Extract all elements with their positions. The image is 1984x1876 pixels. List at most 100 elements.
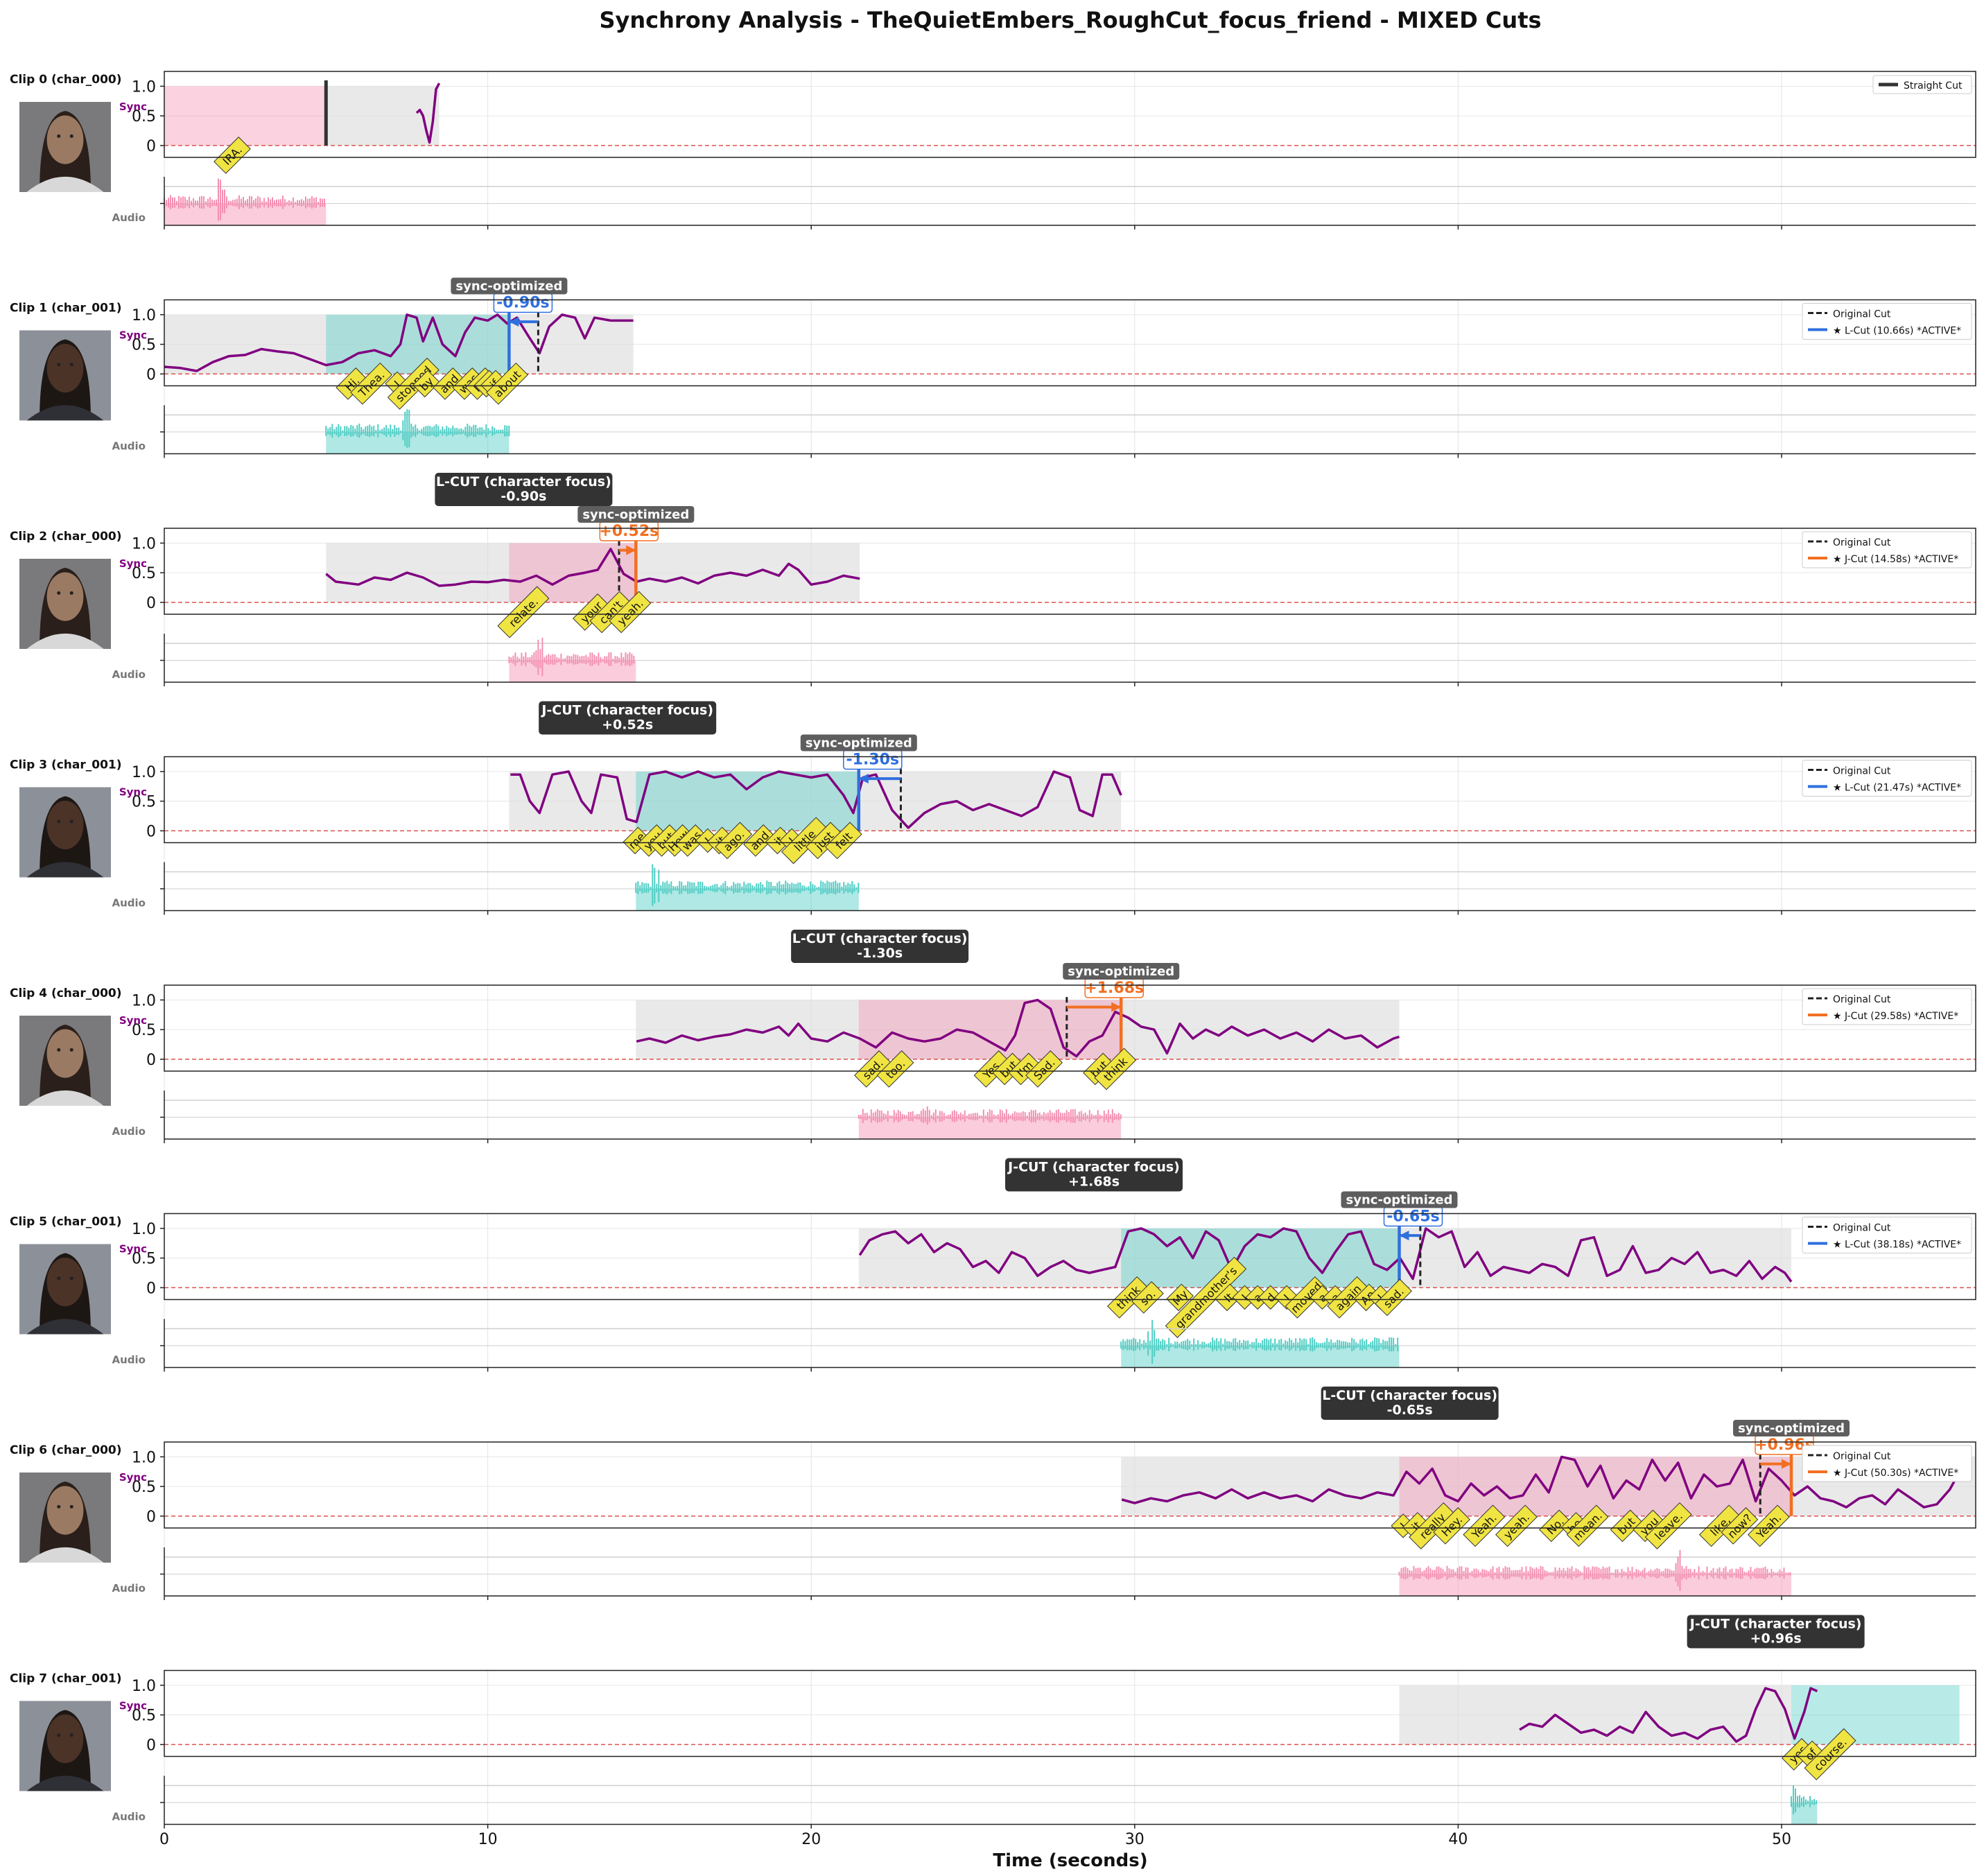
cut-annotation-box [435, 473, 613, 506]
thumbnail-face [46, 1714, 84, 1764]
audio-row-label: Audio [112, 211, 146, 224]
cut-annotation-offset: -1.30s [857, 946, 903, 961]
cut-annotation-offset: -0.90s [501, 489, 546, 504]
x-tick-label: 0 [159, 1831, 169, 1848]
y-tick-label: 0.5 [132, 565, 156, 582]
legend-box [1802, 988, 1972, 1025]
sync-row-label: Sync [119, 786, 147, 799]
clip-panels: IRA. 0 0.5 1.0 Clip 0 (char_000) Sync Audio Str… [10, 71, 1976, 1829]
x-axis-label: Time (seconds) [993, 1850, 1147, 1871]
word-tag-box [1539, 1509, 1572, 1543]
thumbnail-eye [69, 1276, 73, 1280]
sync-axes-frame [164, 984, 1976, 1072]
word-tag-box [1375, 1278, 1412, 1317]
sync-row-label: Sync [119, 1243, 147, 1256]
word-tag-box [1232, 1285, 1258, 1310]
x-tick-label: 10 [478, 1831, 498, 1848]
thumbnail-eye [69, 819, 73, 824]
overlap-shade [509, 543, 636, 602]
clip-range-shade [1399, 1685, 1792, 1745]
x-tick-label: 30 [1125, 1831, 1145, 1848]
sync-optimized-box [1341, 1191, 1458, 1208]
word-tag-box [1463, 1504, 1506, 1547]
cut-annotation-box [791, 930, 969, 963]
thumbnail-shoulders [26, 1775, 104, 1791]
legend-box [1872, 75, 1972, 94]
y-tick-label: 0.5 [132, 1708, 156, 1725]
cut-annotation-title: J-CUT (character focus) [1689, 1617, 1862, 1632]
thumbnail-eye [69, 591, 73, 595]
word-tag-box [350, 362, 393, 405]
word-tag-box [1025, 1050, 1063, 1088]
sync-curve [858, 1227, 1793, 1283]
thumbnail-eye [57, 591, 61, 595]
cut-shift-arrowhead [509, 317, 519, 327]
thumbnail-eye [69, 1048, 73, 1052]
y-tick-label: 1.0 [132, 78, 156, 96]
clip-panel-0: IRA. 0 0.5 1.0 Clip 0 (char_000) Sync Audio Str… [10, 71, 1976, 229]
legend-text-active: ★ L-Cut (21.47s) *ACTIVE* [1833, 783, 1961, 794]
y-tick-label: 0 [146, 1280, 156, 1297]
word-tag-box [876, 1050, 914, 1088]
cut-offset-text: +1.68s [1084, 980, 1144, 997]
word-tag-box [1245, 1285, 1270, 1310]
word-tag-box [1215, 1283, 1242, 1312]
cut-annotation-offset: +0.96s [1750, 1631, 1802, 1647]
sync-optimized-text: sync-optimized [1738, 1421, 1845, 1436]
word-tag-box [1610, 1509, 1643, 1543]
overlap-shade [858, 1000, 1122, 1059]
thumbnail-face [46, 1486, 84, 1535]
word-tag-box [1721, 1507, 1759, 1545]
cut-annotation-box [1321, 1387, 1499, 1420]
y-tick-label: 0 [146, 1509, 156, 1526]
sync-optimized-text: sync-optimized [806, 736, 912, 751]
legend: Original Cut ★ L-Cut (21.47s) *ACTIVE* [1802, 760, 1972, 797]
word-tag-box [1747, 1504, 1790, 1547]
clip-label: Clip 3 (char_001) [10, 758, 122, 772]
legend: Original Cut ★ J-Cut (14.58s) *ACTIVE* [1802, 531, 1972, 568]
cut-annotation: J-CUT (character focus)+1.68s [1005, 1158, 1183, 1192]
word-tag: sad. [853, 1050, 891, 1088]
word-tag: and [433, 367, 465, 400]
sync-optimized-badge: sync-optimized [451, 277, 568, 295]
cut-shift-arrowhead [858, 774, 869, 784]
clip-label: Clip 2 (char_000) [10, 530, 122, 544]
audio-region [509, 660, 636, 682]
y-tick-label: 0.5 [132, 1251, 156, 1268]
sync-axes-frame [164, 299, 1976, 387]
audio-waveform [635, 864, 860, 906]
sync-row-label: Sync [119, 1471, 147, 1484]
thumbnail-eye [69, 1504, 73, 1509]
legend-text-original: Original Cut [1833, 309, 1891, 320]
word-tag-box [1094, 1048, 1137, 1091]
cut-annotation: J-CUT (character focus)+0.96s [1687, 1615, 1865, 1649]
overlap-shade [1121, 1228, 1400, 1288]
cut-offset-badge: +0.52s [599, 521, 659, 541]
word-tag-box [497, 586, 550, 639]
audio-row-label: Audio [112, 1125, 146, 1138]
cut-shift-arrowhead [1399, 1231, 1409, 1241]
sync-axes-frame [164, 71, 1976, 158]
y-tick-label: 1.0 [132, 1221, 156, 1238]
sync-optimized-box [1063, 963, 1180, 980]
x-tick-label: 20 [801, 1831, 821, 1848]
sync-row-label: Sync [119, 1014, 147, 1027]
sync-optimized-text: sync-optimized [582, 507, 689, 522]
clip-panel-7: J-CUT (character focus)+0.96syesofcourse… [10, 1615, 1976, 1829]
thumbnail-face [46, 115, 84, 164]
x-tick-label: 50 [1772, 1831, 1791, 1848]
sync-curve [164, 313, 634, 372]
y-tick-label: 0.5 [132, 794, 156, 811]
legend: Original Cut ★ J-Cut (29.58s) *ACTIVE* [1802, 988, 1972, 1025]
sync-optimized-box [800, 734, 917, 752]
clip-range-shade [326, 86, 440, 146]
thumbnail-shoulders [26, 862, 104, 878]
thumbnail-eye [69, 134, 73, 138]
thumbnail-eye [57, 363, 61, 367]
sync-curve [510, 770, 1122, 829]
x-tick-label: 40 [1448, 1831, 1468, 1848]
cut-annotation-offset: -0.65s [1387, 1402, 1433, 1418]
y-tick-label: 1.0 [132, 1678, 156, 1695]
